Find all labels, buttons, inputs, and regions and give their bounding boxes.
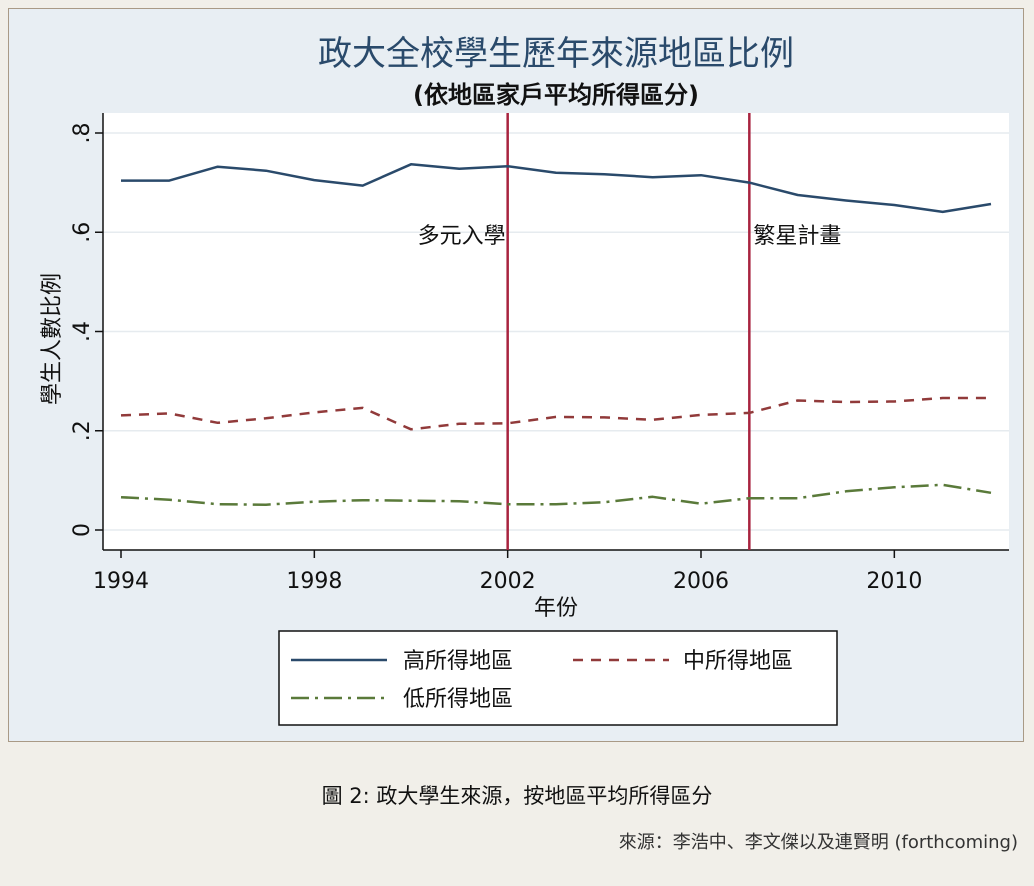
series-line-high bbox=[121, 163, 992, 214]
y-tick-label: .4 bbox=[70, 321, 95, 342]
x-axis-label: 年份 bbox=[534, 596, 578, 621]
chart-title: 政大全校學生歷年來源地區比例 bbox=[318, 34, 794, 74]
line-chart: 0 .2 .4 .6 .8 1994 1998 2002 2006 2010 多元入學 繁星計畫 政… bbox=[40, 34, 1009, 726]
series-lines bbox=[120, 163, 992, 506]
event-line-label: 繁星計畫 bbox=[753, 224, 841, 249]
x-tick-label: 1998 bbox=[286, 569, 342, 594]
axes: 0 .2 .4 .6 .8 1994 1998 2002 2006 2010 bbox=[70, 113, 1009, 594]
y-tick-label: .2 bbox=[70, 420, 95, 441]
figure-caption: 圖 2: 政大學生來源，按地區平均所得區分 bbox=[321, 784, 713, 808]
y-tick-label: 0 bbox=[70, 523, 95, 537]
y-tick-label: .8 bbox=[70, 123, 95, 144]
x-tick-label: 1994 bbox=[93, 569, 149, 594]
legend-label-mid: 中所得地區 bbox=[683, 649, 793, 674]
y-axis-label: 學生人數比例 bbox=[40, 273, 65, 405]
legend-label-low: 低所得地區 bbox=[403, 687, 513, 712]
y-tick-label: .6 bbox=[70, 222, 95, 243]
chart-subtitle: (依地區家戶平均所得區分) bbox=[413, 81, 699, 109]
legend-label-high: 高所得地區 bbox=[403, 649, 513, 674]
event-line-label: 多元入學 bbox=[418, 224, 506, 249]
legend-box bbox=[278, 630, 838, 726]
x-tick-label: 2010 bbox=[866, 569, 922, 594]
grid bbox=[103, 132, 1009, 531]
series-line-low bbox=[120, 483, 992, 506]
x-tick-label: 2002 bbox=[480, 569, 536, 594]
legend: 高所得地區 中所得地區 低所得地區 bbox=[278, 630, 838, 726]
x-tick-label: 2006 bbox=[673, 569, 729, 594]
series-line-mid bbox=[120, 396, 991, 431]
chart-frame: 0 .2 .4 .6 .8 1994 1998 2002 2006 2010 多元入學 繁星計畫 政… bbox=[8, 8, 1024, 742]
event-lines: 多元入學 繁星計畫 bbox=[418, 113, 841, 550]
figure-source: 來源：李浩中、李文傑以及連賢明 (forthcoming) bbox=[618, 832, 1018, 853]
